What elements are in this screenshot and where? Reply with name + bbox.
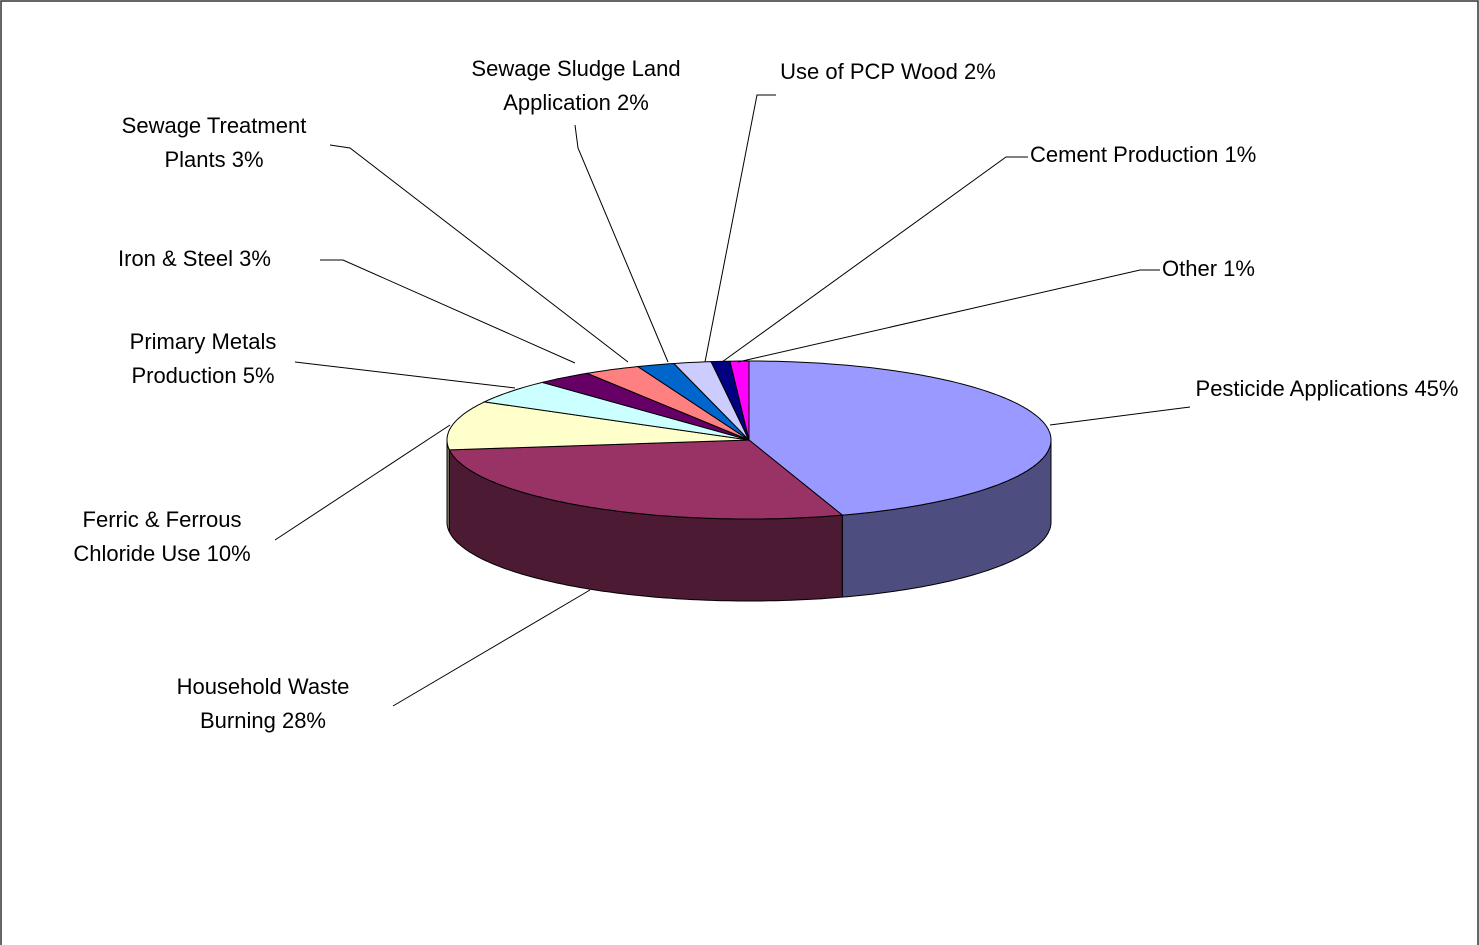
value-label: 3% — [239, 246, 271, 271]
leader-line — [704, 94, 776, 363]
value-label: 10% — [206, 541, 251, 566]
slice — [672, 361, 750, 441]
leader-line — [274, 424, 451, 541]
slice-label: Iron & Steel 3% — [118, 242, 328, 276]
leader-line — [721, 156, 1028, 363]
label-text: Iron & Steel 3% — [118, 242, 328, 276]
label-text: Sewage Sludge Land Application 2% — [443, 52, 709, 120]
slice-label: Cement Production 1% — [1030, 138, 1330, 172]
value-label: 28% — [281, 708, 326, 733]
slice-label: Use of PCP Wood 2% — [768, 55, 1008, 89]
leader-line — [329, 144, 629, 363]
slice — [446, 401, 750, 451]
slice-side — [446, 440, 450, 533]
label-text: Pesticide Applications 45% — [1187, 372, 1467, 406]
slice — [482, 381, 750, 441]
category-label: Pesticide Applications — [1195, 376, 1409, 401]
category-label: Other — [1162, 256, 1218, 281]
label-text: Cement Production 1% — [1030, 138, 1330, 172]
value-label: 1% — [1223, 256, 1255, 281]
category-label: Primary Metals Production — [129, 329, 277, 388]
slice-label: Household Waste Burning 28% — [148, 670, 378, 738]
value-label: 2% — [616, 90, 649, 115]
slice-label: Other 1% — [1162, 252, 1362, 286]
value-label: 1% — [1224, 142, 1257, 167]
value-label: 45% — [1414, 376, 1459, 401]
category-label: Ferric & Ferrous Chloride Use — [73, 507, 242, 566]
category-label: Sewage Sludge Land Application — [471, 56, 681, 115]
slice-label: Sewage Treatment Plants 3% — [94, 109, 334, 177]
value-label: 3% — [231, 147, 264, 172]
leader-line — [320, 259, 576, 364]
slice — [636, 362, 750, 441]
label-text: Household Waste Burning 28% — [148, 670, 378, 738]
category-label: Use of PCP Wood — [780, 59, 958, 84]
label-text: Primary Metals Production 5% — [103, 325, 303, 393]
label-text: Sewage Treatment Plants 3% — [94, 109, 334, 177]
label-text: Use of PCP Wood 2% — [768, 55, 1008, 89]
value-label: 5% — [242, 363, 275, 388]
label-text: Ferric & Ferrous Chloride Use 10% — [46, 503, 278, 571]
leader-line — [294, 361, 516, 389]
category-label: Iron & Steel — [118, 246, 233, 271]
leader-line — [1049, 406, 1191, 426]
slice — [748, 360, 1052, 516]
category-label: Sewage Treatment Plants — [121, 113, 307, 172]
slice — [448, 439, 844, 520]
slice-label: Primary Metals Production 5% — [103, 325, 303, 393]
slice-label: Ferric & Ferrous Chloride Use 10% — [46, 503, 278, 571]
slice — [585, 365, 750, 441]
slice-label: Pesticide Applications 45% — [1187, 372, 1467, 406]
value-label: 2% — [964, 59, 996, 84]
slice-label: Sewage Sludge Land Application 2% — [443, 52, 709, 120]
category-label: Cement Production — [1030, 142, 1219, 167]
leader-line — [392, 589, 591, 707]
category-label: Household Waste Burning — [176, 674, 350, 733]
slice — [729, 360, 750, 441]
slice — [542, 372, 750, 441]
leader-line — [737, 269, 1160, 363]
label-text: Other 1% — [1162, 252, 1362, 286]
leader-line — [574, 124, 669, 363]
